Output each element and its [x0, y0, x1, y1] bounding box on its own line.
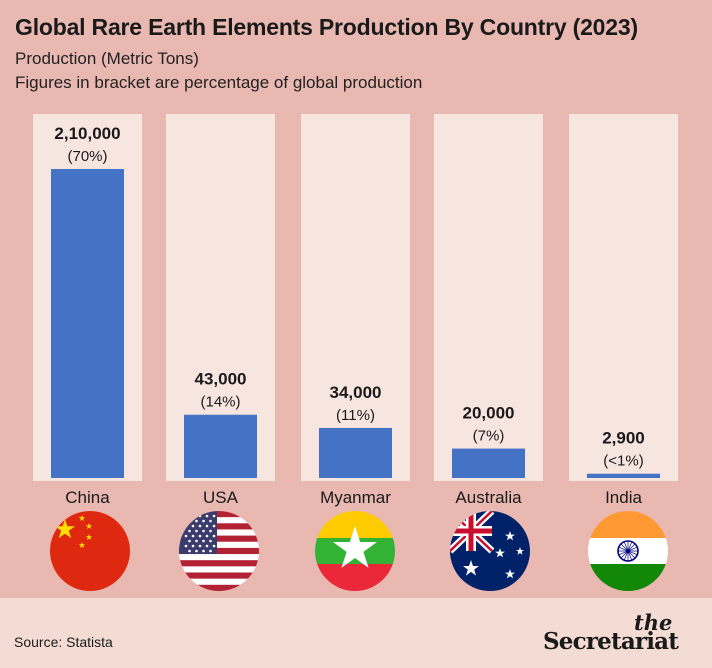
bar-india	[587, 473, 660, 478]
chart-title: Global Rare Earth Elements Production By…	[15, 14, 638, 40]
value-label: 20,000	[463, 404, 515, 423]
myanmar-flag-icon	[315, 511, 395, 591]
category-label: China	[65, 488, 110, 507]
bar-usa	[184, 414, 257, 478]
share-label: (11%)	[336, 407, 375, 424]
bar-china	[51, 169, 124, 478]
value-label: 43,000	[195, 370, 247, 389]
brand-logo-the: the	[634, 610, 673, 635]
source-note: Source: Statista	[14, 634, 113, 650]
usa-flag-icon	[179, 511, 259, 591]
share-label: (14%)	[200, 394, 240, 411]
value-label: 2,10,000	[54, 124, 120, 143]
bar-chart: 2,10,000 (70%) China 43,000 (14%) USA 34,000 (1…	[33, 114, 678, 591]
bar-myanmar	[319, 427, 392, 478]
category-label: USA	[203, 488, 239, 507]
china-flag-icon	[50, 511, 130, 591]
india-flag-icon	[588, 511, 668, 591]
australia-flag-icon	[450, 511, 530, 591]
share-label: (70%)	[67, 148, 107, 165]
value-label: 34,000	[330, 383, 382, 402]
column-panel	[301, 114, 410, 481]
bar-australia	[452, 448, 525, 478]
category-label: Australia	[455, 488, 522, 507]
column-panel	[434, 114, 543, 481]
units-subtitle: Production (Metric Tons)	[15, 49, 199, 68]
note-subtitle: Figures in bracket are percentage of glo…	[15, 73, 423, 92]
brand-logo-name: Secretariat	[543, 628, 679, 655]
share-label: (<1%)	[603, 453, 643, 470]
category-label: Myanmar	[320, 488, 391, 507]
share-label: (7%)	[473, 428, 505, 445]
column-panel	[569, 114, 678, 481]
value-label: 2,900	[602, 429, 645, 448]
category-label: India	[605, 488, 642, 507]
